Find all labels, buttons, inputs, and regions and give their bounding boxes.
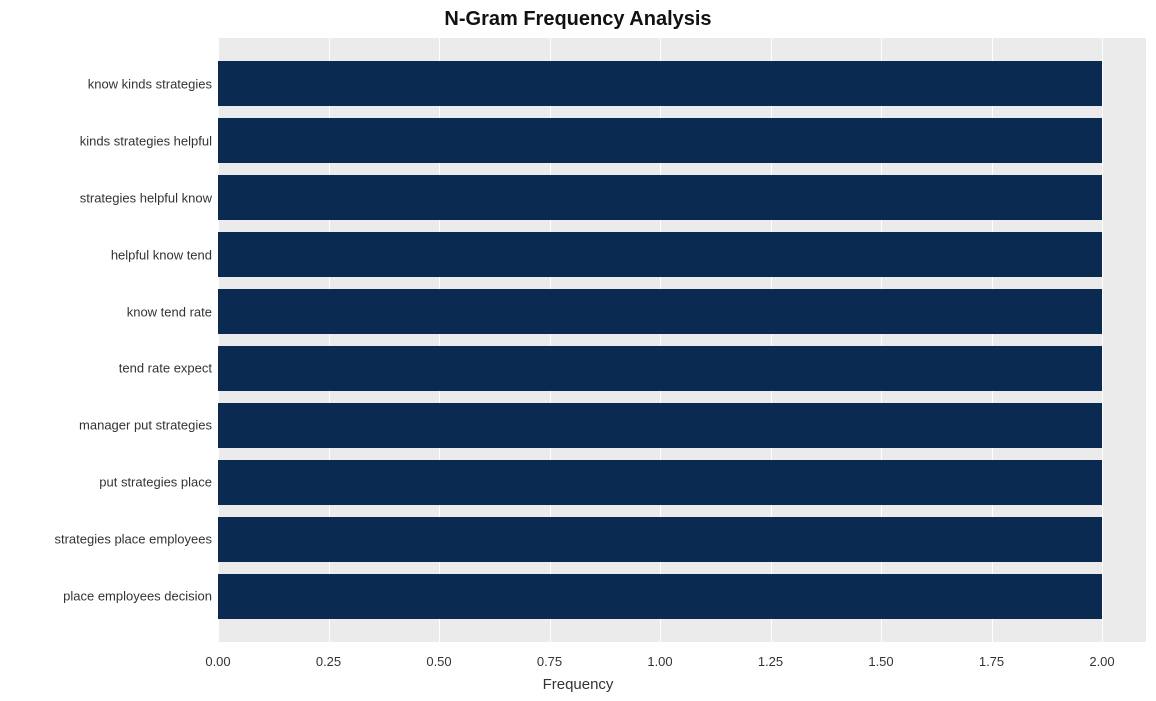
chart-title: N-Gram Frequency Analysis [0,8,1156,31]
x-tick-label: 0.75 [537,654,562,669]
grid-band-bottom [218,625,1146,642]
y-tick-label: tend rate expect [0,361,212,376]
y-tick-label: manager put strategies [0,418,212,433]
y-tick-label: kinds strategies helpful [0,133,212,148]
bar [218,517,1102,561]
x-tick-label: 0.00 [205,654,230,669]
y-tick-label: strategies helpful know [0,190,212,205]
x-tick-label: 0.25 [316,654,341,669]
bar [218,118,1102,162]
y-tick-label: know tend rate [0,304,212,319]
grid-band-top [218,38,1146,55]
bar [218,574,1102,618]
bar [218,61,1102,105]
y-tick-label: strategies place employees [0,532,212,547]
grid-line-vertical [1102,38,1103,642]
x-tick-label: 2.00 [1089,654,1114,669]
plot-area [218,38,1146,642]
y-tick-label: helpful know tend [0,247,212,262]
x-tick-label: 1.25 [758,654,783,669]
bar [218,175,1102,219]
bar [218,289,1102,333]
bar [218,232,1102,276]
y-tick-label: place employees decision [0,589,212,604]
bar [218,403,1102,447]
x-tick-label: 1.75 [979,654,1004,669]
y-tick-label: put strategies place [0,475,212,490]
x-tick-label: 1.00 [647,654,672,669]
y-tick-label: know kinds strategies [0,76,212,91]
x-tick-label: 0.50 [426,654,451,669]
ngram-chart: N-Gram Frequency Analysis know kinds str… [0,0,1156,701]
x-tick-label: 1.50 [868,654,893,669]
bar [218,460,1102,504]
x-axis-label: Frequency [0,676,1156,693]
bar [218,346,1102,390]
